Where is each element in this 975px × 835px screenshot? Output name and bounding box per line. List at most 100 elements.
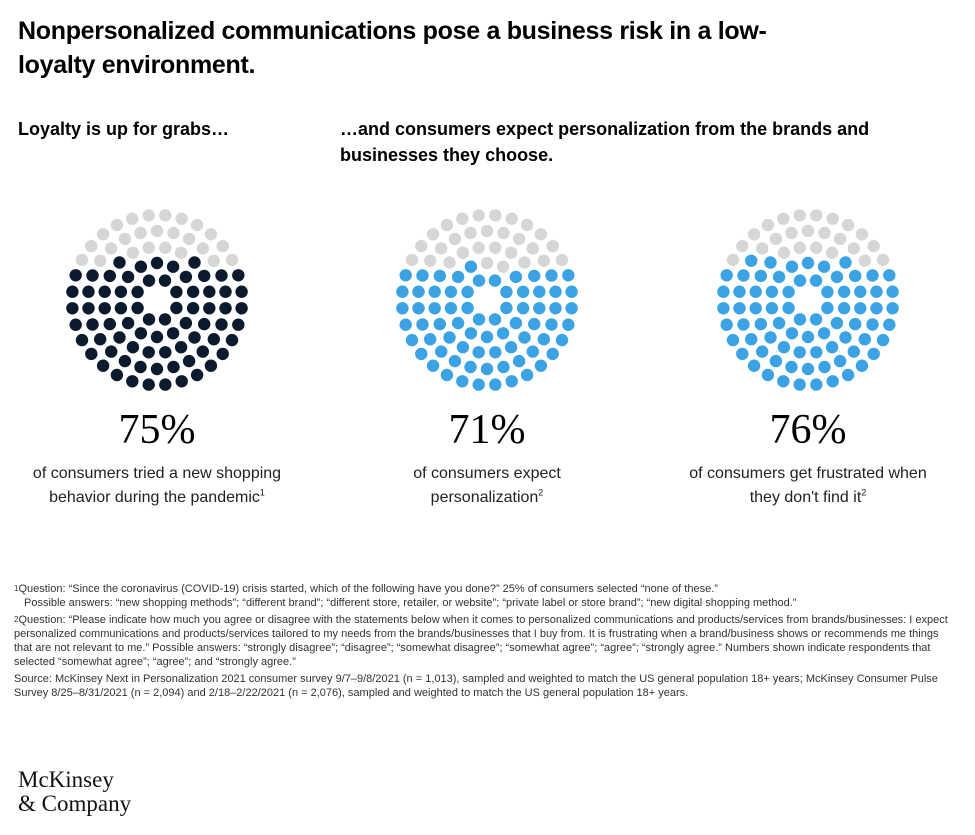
dot-filled (110, 368, 124, 382)
dot-filled (549, 285, 562, 298)
dot-filled (747, 359, 761, 372)
dot-empty (415, 239, 428, 253)
dot-filled (66, 302, 79, 315)
dot-filled (158, 313, 172, 326)
dot-filled (765, 285, 779, 298)
dot-filled (764, 256, 777, 269)
dot-filled (533, 302, 546, 315)
subhead-personalization: …and consumers expect personalization fr… (340, 119, 870, 165)
dot-filled (464, 260, 478, 273)
dot-empty (182, 232, 196, 246)
dot-filled (215, 269, 228, 282)
dot-filled (94, 333, 107, 346)
dot-filled (444, 285, 458, 298)
dot-empty (174, 246, 188, 259)
dot-filled (876, 333, 890, 347)
footnote-2: 2Question: “Please indicate how much you… (14, 614, 948, 668)
stat-description-1: of consumers tried a new shopping behavi… (32, 465, 282, 506)
dot-filled (215, 318, 228, 331)
dot-filled (174, 341, 188, 354)
dot-empty (818, 226, 831, 240)
dot-empty (472, 209, 485, 222)
dot-filled (546, 347, 559, 361)
dot-filled (489, 378, 502, 391)
dot-filled (451, 316, 465, 330)
dot-empty (801, 224, 815, 238)
dot-filled (754, 317, 767, 331)
dot-filled (756, 345, 769, 358)
dot-filled (745, 333, 758, 346)
dot-empty (537, 254, 550, 267)
dot-filled (166, 327, 180, 340)
dot-filled (837, 302, 851, 315)
dot-filled (399, 269, 412, 282)
dot-empty (777, 212, 790, 225)
dot-empty (876, 253, 890, 267)
dot-filled (134, 360, 147, 374)
dot-filled (849, 269, 862, 283)
dot-filled (103, 269, 117, 283)
dot-filled (69, 318, 82, 331)
dot-empty (736, 239, 749, 253)
dot-empty (505, 212, 518, 225)
dot-filled (858, 333, 871, 346)
dot-filled (203, 285, 216, 298)
dot-empty (190, 218, 204, 232)
dot-filled (837, 285, 851, 298)
dot-filled (537, 333, 550, 346)
dot-filled (717, 302, 730, 315)
dot-filled (175, 375, 188, 388)
dot-filled (103, 317, 117, 331)
dot-filled (150, 362, 164, 376)
dot-filled (448, 354, 462, 368)
dot-filled (203, 302, 216, 315)
dot-filled (131, 285, 144, 299)
dot-filled (749, 285, 762, 298)
dot-filled (480, 330, 494, 344)
dot-filled (830, 316, 844, 330)
dot-filled (219, 285, 232, 298)
dot-filled (188, 331, 201, 344)
dot-empty (867, 239, 880, 253)
dot-filled (772, 270, 786, 284)
chart-title: Nonpersonalized communications pose a bu… (18, 17, 767, 79)
dot-filled (472, 346, 485, 359)
dot-filled (785, 260, 799, 273)
dot-filled (142, 274, 156, 287)
dot-filled (549, 302, 562, 315)
dot-filled (886, 285, 899, 298)
dot-filled (204, 359, 218, 372)
stat-description-3: of consumers get frustrated when they do… (689, 465, 927, 506)
dot-empty (159, 241, 172, 254)
dot-filled (207, 333, 220, 346)
dot-filled (810, 378, 823, 391)
dot-filled (809, 313, 823, 326)
dot-filled (405, 333, 419, 347)
dot-filled (131, 301, 144, 315)
dot-filled (82, 285, 95, 298)
dot-chart-1 (66, 209, 248, 391)
dot-empty (497, 226, 510, 240)
footnote-ref-2: 2 (538, 487, 544, 498)
dot-empty (443, 256, 456, 269)
dot-filled (190, 368, 204, 382)
dot-filled (545, 269, 558, 282)
dot-filled (412, 302, 425, 315)
dot-filled (85, 347, 98, 361)
dot-matrix-charts (66, 209, 899, 391)
dot-filled (82, 302, 95, 315)
mckinsey-logo: McKinsey & Company (18, 767, 132, 816)
dot-empty (435, 242, 448, 255)
dot-filled (764, 331, 777, 344)
dot-filled (488, 274, 502, 287)
dot-filled (793, 313, 807, 326)
dot-filled (509, 316, 523, 330)
dot-filled (839, 331, 852, 344)
dot-filled (166, 260, 180, 273)
dot-filled (500, 301, 513, 315)
dot-filled (534, 359, 548, 372)
dot-filled (545, 318, 558, 331)
dot-filled (533, 285, 546, 298)
dot-empty (496, 260, 510, 273)
dot-filled (886, 302, 899, 315)
